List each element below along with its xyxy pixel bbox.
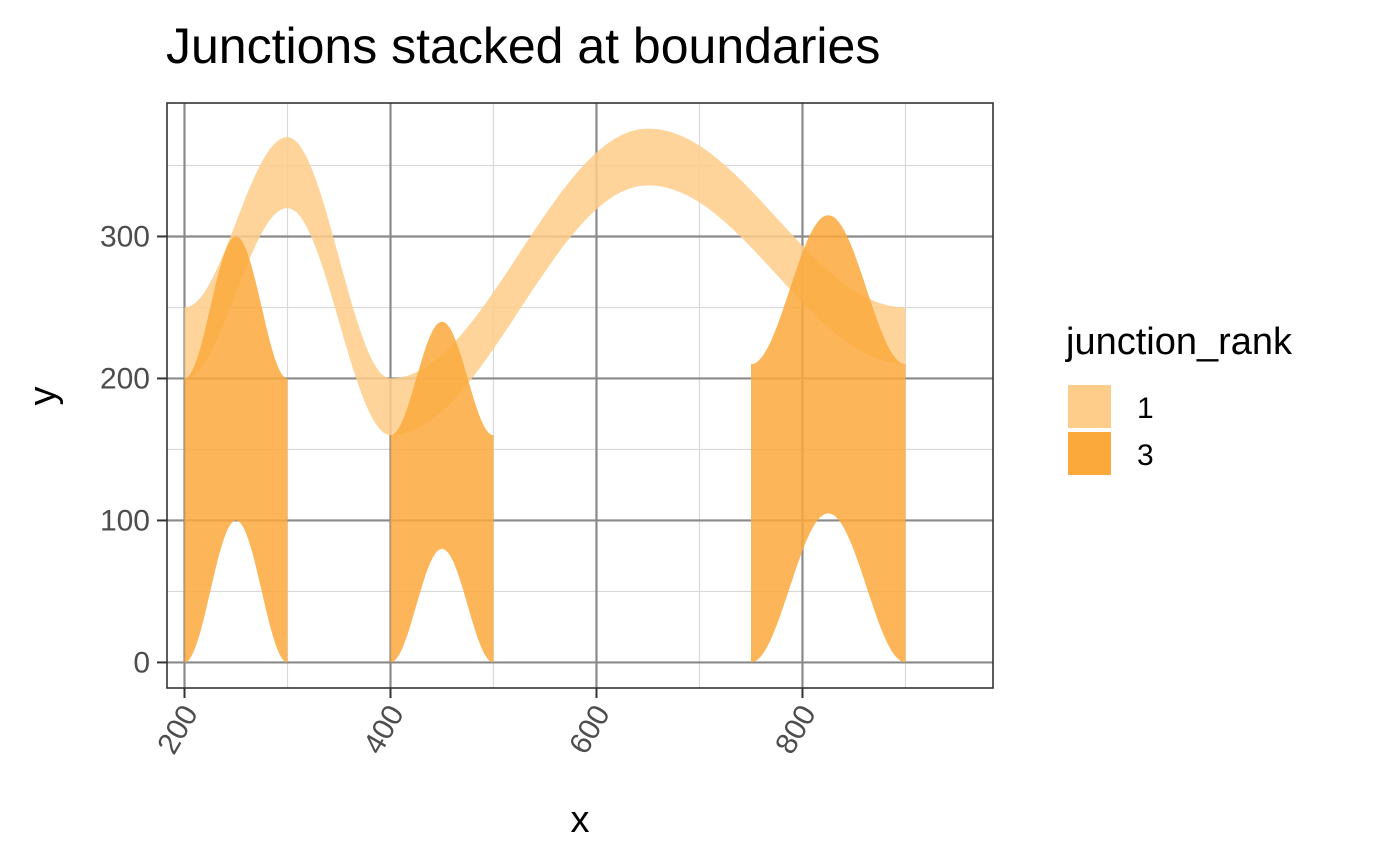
legend-label-1: 1: [1137, 392, 1154, 425]
plot-border: [166, 102, 994, 689]
data-areas: [184, 128, 906, 663]
legend-key-1: [1068, 385, 1111, 428]
ribbon-rank-3: [751, 215, 906, 663]
legend-title: junction_rank: [1065, 321, 1293, 363]
ribbon-rank-3: [390, 321, 494, 663]
legend: junction_rank 1 3: [1065, 321, 1293, 475]
y-tick-label: 0: [133, 646, 150, 679]
ribbon-rank-3: [184, 236, 288, 663]
y-tick-label: 300: [100, 220, 150, 253]
chart-title: Junctions stacked at boundaries: [166, 18, 880, 74]
y-tick-label: 200: [100, 362, 150, 395]
y-tick-label: 100: [100, 504, 150, 537]
y-axis-title: y: [22, 387, 64, 406]
legend-key-3: [1068, 432, 1111, 475]
legend-label-3: 3: [1137, 439, 1154, 472]
x-axis-title: x: [571, 799, 590, 841]
